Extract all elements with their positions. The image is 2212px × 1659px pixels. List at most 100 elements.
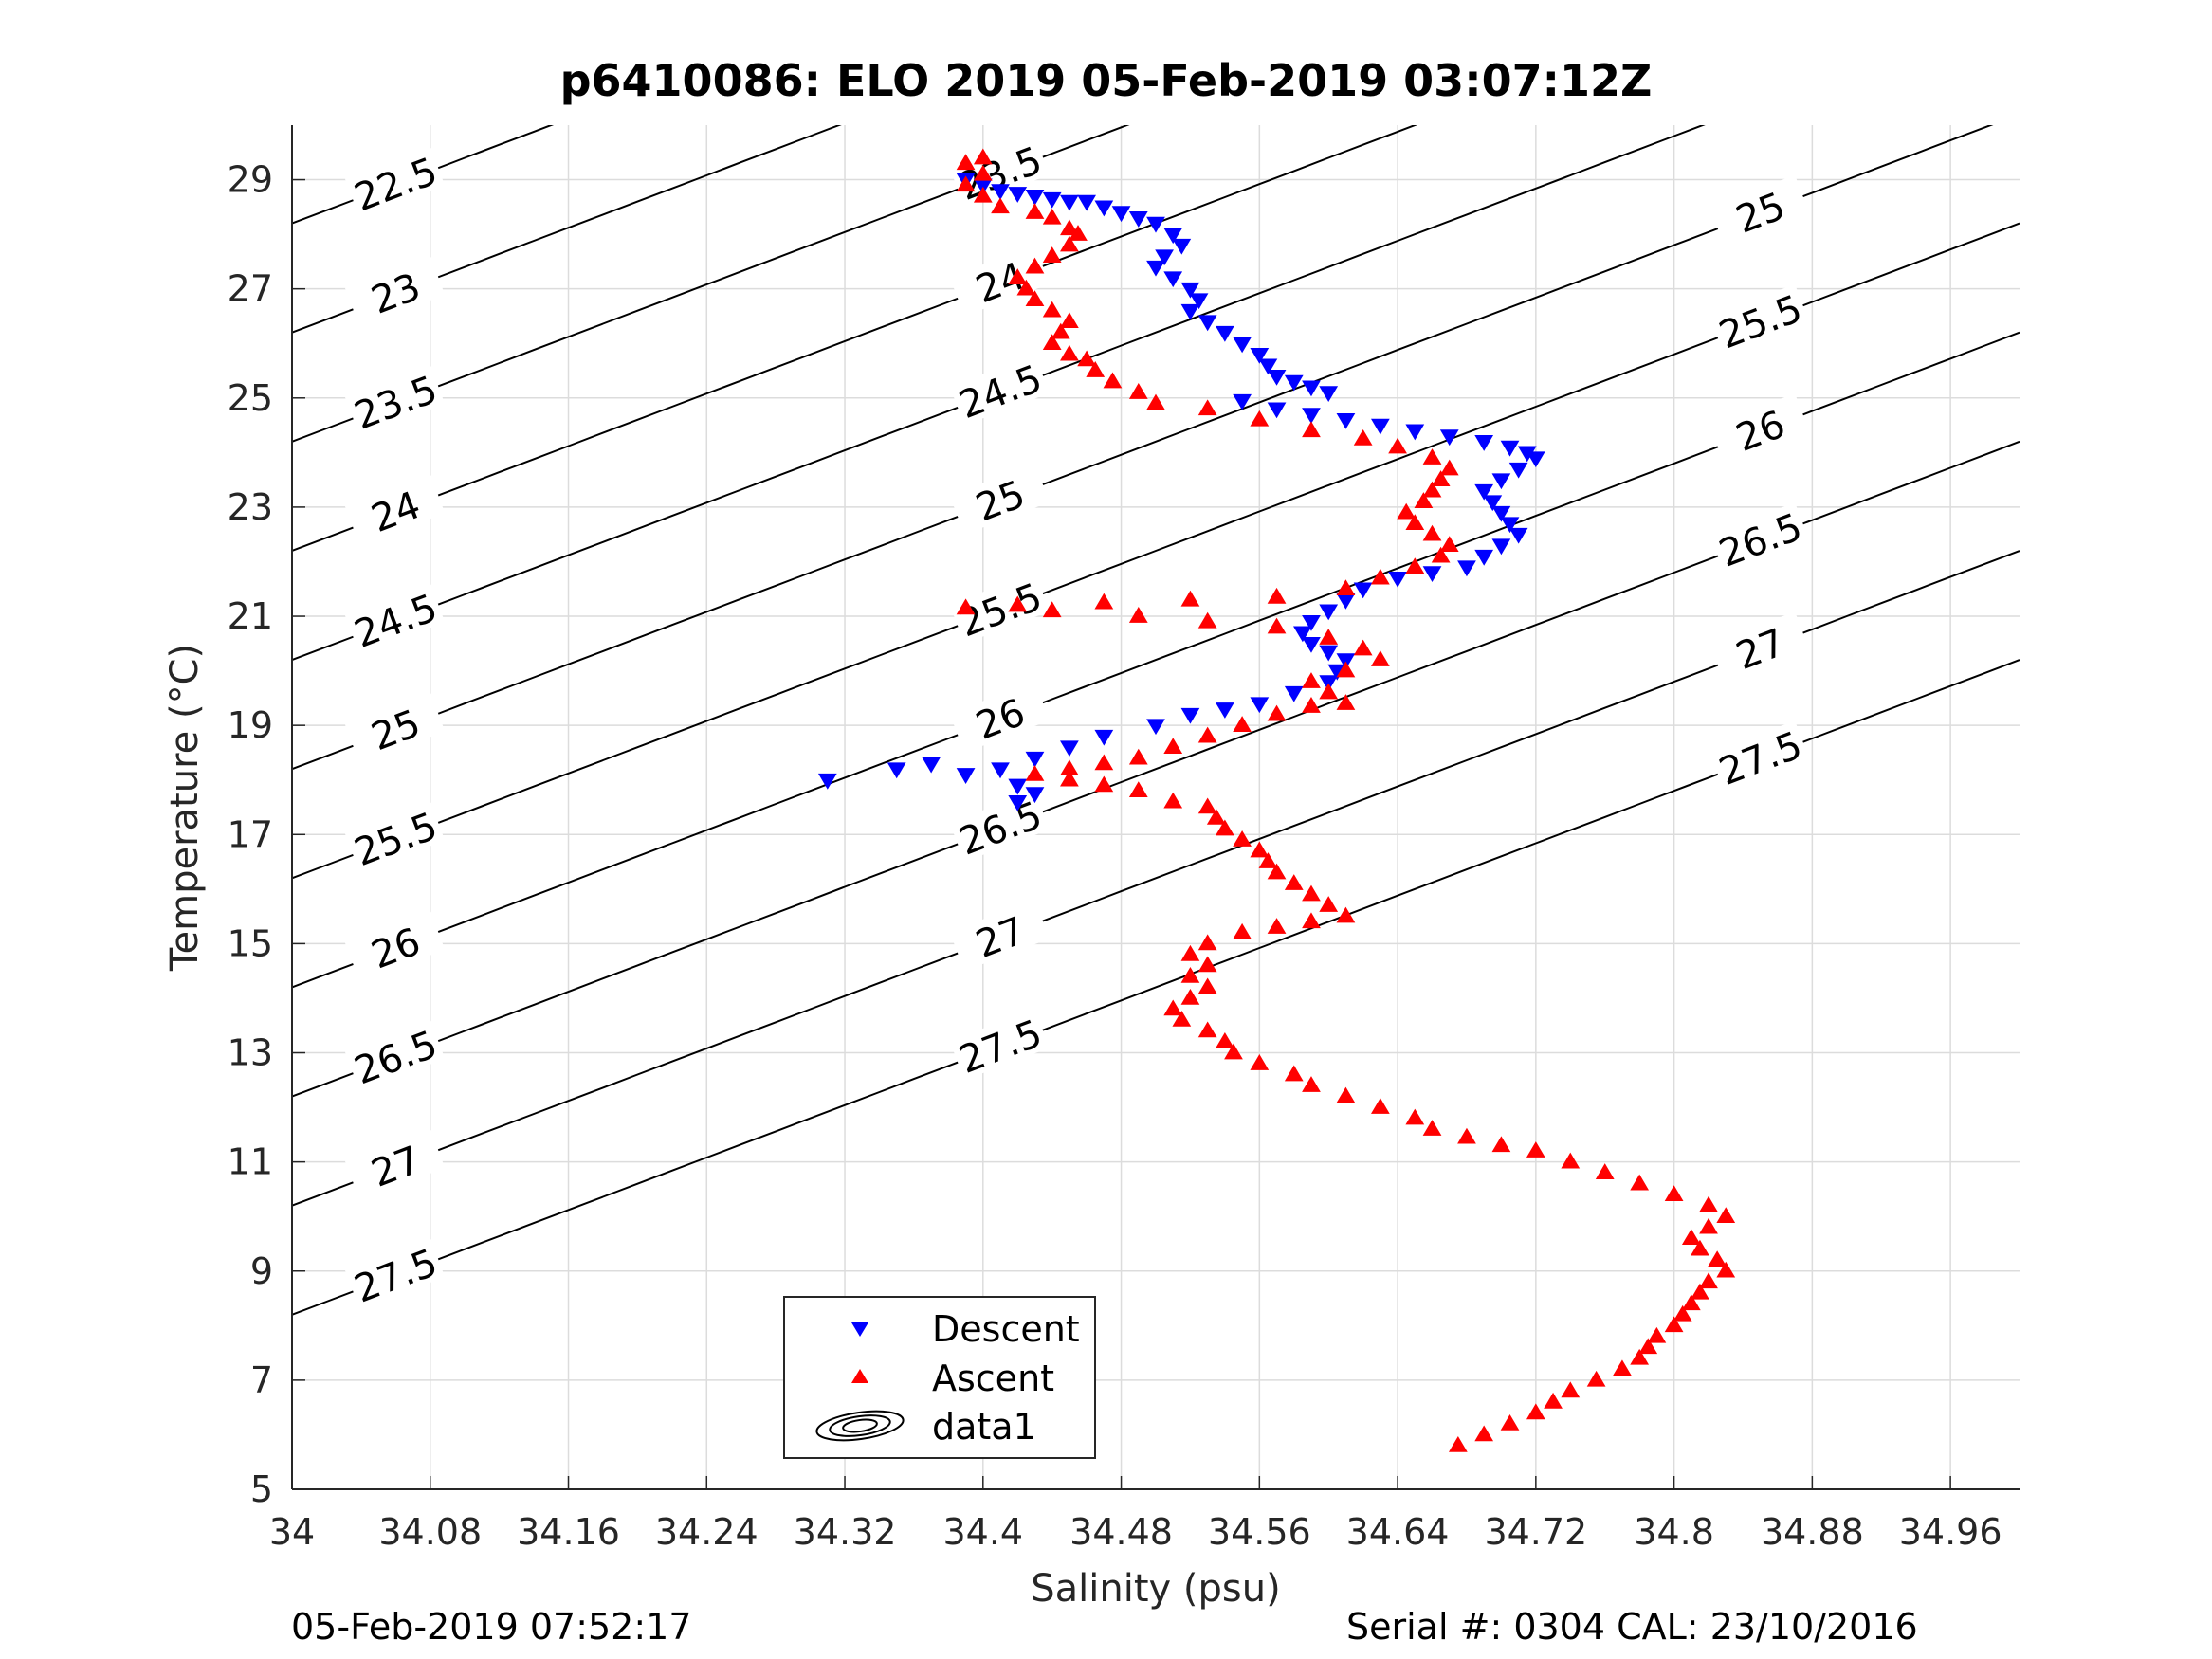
- descent-point: [1319, 675, 1339, 692]
- ascent-point: [1197, 934, 1217, 951]
- ascent-point: [1060, 219, 1079, 236]
- ascent-point: [956, 175, 976, 192]
- descent-point: [1439, 429, 1459, 447]
- density-contour-line: [292, 125, 842, 334]
- descent-point: [1250, 697, 1270, 714]
- contour-label-bg: [949, 900, 1050, 972]
- ascent-point: [1336, 694, 1356, 710]
- descent-point: [1025, 787, 1045, 804]
- descent-point: [887, 762, 906, 779]
- density-contour-line: [292, 125, 1706, 662]
- descent-point: [1491, 538, 1511, 556]
- descent-point: [1474, 435, 1494, 451]
- descent-point: [1146, 216, 1165, 233]
- ascent-point: [1128, 748, 1148, 765]
- descent-point: [1250, 347, 1270, 364]
- y-tick-label: 15: [228, 922, 273, 964]
- x-tick-label: 34.24: [655, 1511, 759, 1553]
- contour-label-bg: [1709, 611, 1810, 684]
- legend-contour-marker: [842, 1418, 878, 1433]
- ascent-point: [1613, 1359, 1632, 1376]
- ascent-point: [1716, 1207, 1736, 1223]
- y-tick-label: 21: [228, 595, 273, 637]
- descent-point: [1180, 707, 1200, 724]
- descent-point: [1111, 206, 1131, 223]
- descent-point: [1302, 637, 1321, 653]
- x-tick-label: 34.88: [1761, 1511, 1864, 1553]
- axes: 34 34.08 34.16 34.24 34.32 34.4 34.48 34.56 34.6…: [163, 125, 2020, 1611]
- ascent-point: [1336, 1086, 1356, 1103]
- descent-point: [1216, 702, 1234, 719]
- ascent-point: [1051, 322, 1070, 339]
- contour-label-bg: [344, 1237, 446, 1310]
- ascent-point: [1370, 650, 1390, 666]
- ascent-point: [1353, 639, 1373, 656]
- ascent-point: [1267, 863, 1287, 880]
- ascent-point: [1172, 1010, 1192, 1027]
- contour-label-bg: [344, 910, 446, 982]
- ascent-point: [1060, 770, 1079, 787]
- descent-point: [1370, 418, 1390, 435]
- ascent-point: [1302, 1076, 1321, 1092]
- ascent-point: [1716, 1261, 1736, 1278]
- descent-point: [1319, 604, 1339, 621]
- ascent-point: [1422, 448, 1442, 465]
- ascent-point: [1319, 629, 1339, 645]
- contour-label-bg: [344, 364, 446, 437]
- descent-point: [1094, 200, 1114, 217]
- ascent-point: [1042, 246, 1062, 263]
- descent-point: [1172, 238, 1192, 255]
- ascent-point: [1638, 1338, 1658, 1355]
- descent-point: [1163, 271, 1183, 288]
- ascent-point: [1500, 1413, 1520, 1431]
- ascent-point: [1319, 683, 1339, 700]
- ascent-point: [1180, 988, 1200, 1005]
- descent-point: [1233, 393, 1252, 410]
- ascent-point: [1250, 1054, 1270, 1070]
- descent-point: [1180, 303, 1200, 320]
- ascent-point: [1163, 999, 1183, 1016]
- ascent-point: [1008, 268, 1028, 284]
- y-tick-label: 19: [228, 704, 273, 746]
- descent-point: [1474, 549, 1494, 566]
- ascent-point: [1302, 421, 1321, 438]
- ascent-point: [1267, 617, 1287, 634]
- descent-point: [1292, 626, 1312, 643]
- y-tick-label: 11: [228, 1141, 273, 1183]
- y-axis-label: Temperature (°C): [163, 644, 207, 972]
- ascent-point: [1060, 344, 1079, 361]
- ascent-point: [1180, 966, 1200, 983]
- descent-point: [1508, 527, 1528, 544]
- x-tick-label: 34.48: [1069, 1511, 1173, 1553]
- y-tick-label: 7: [250, 1359, 273, 1401]
- ascent-point: [1094, 592, 1114, 610]
- ascent-point: [1250, 841, 1270, 858]
- ascent-point: [1197, 611, 1217, 629]
- descent-point: [1422, 566, 1442, 582]
- ascent-point: [1699, 1217, 1718, 1234]
- ascent-point: [1561, 1152, 1581, 1169]
- ascent-point: [1197, 797, 1217, 814]
- ascent-point: [1233, 922, 1252, 939]
- legend-label: data1: [932, 1406, 1036, 1448]
- contour-label-bg: [344, 692, 446, 764]
- ascent-point: [1197, 956, 1217, 973]
- footer-serial-cal: Serial #: 0304 CAL: 23/10/2016: [1346, 1606, 1918, 1648]
- descent-point: [1319, 386, 1339, 403]
- ascent-point: [1526, 1403, 1545, 1420]
- ascent-point: [1336, 661, 1356, 678]
- descent-point: [1284, 685, 1304, 702]
- x-tick-label: 34.56: [1208, 1511, 1311, 1553]
- ascent-point: [1008, 595, 1028, 612]
- ascent-point: [1042, 601, 1062, 618]
- density-contour-line: [292, 0, 2020, 5]
- ascent-point: [1388, 437, 1407, 454]
- contour-label-bg: [1709, 501, 1810, 574]
- ascent-point: [1691, 1283, 1709, 1300]
- ascent-point: [1025, 203, 1045, 219]
- x-axis-label: Salinity (psu): [1031, 1567, 1280, 1611]
- descent-point: [1008, 794, 1028, 811]
- ascent-point: [1250, 410, 1270, 427]
- ascent-point: [1016, 279, 1036, 296]
